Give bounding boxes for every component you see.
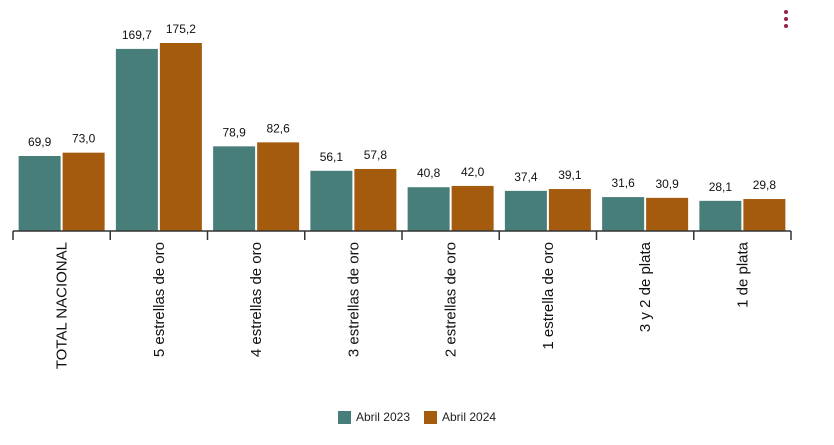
- bar[interactable]: [646, 197, 689, 231]
- bar[interactable]: [743, 199, 786, 231]
- kebab-menu-icon[interactable]: [780, 10, 792, 30]
- data-label: 42,0: [461, 165, 485, 179]
- data-label: 29,8: [753, 178, 777, 192]
- bar[interactable]: [257, 142, 300, 231]
- bar[interactable]: [310, 170, 353, 231]
- bar[interactable]: [62, 152, 105, 231]
- data-label: 37,4: [514, 170, 538, 184]
- data-label: 175,2: [166, 22, 196, 36]
- data-label: 69,9: [28, 135, 52, 149]
- data-label: 73,0: [72, 132, 96, 146]
- data-label: 39,1: [558, 168, 582, 182]
- data-label: 40,8: [417, 166, 441, 180]
- bar[interactable]: [18, 155, 61, 231]
- data-label: 169,7: [122, 28, 152, 42]
- bar[interactable]: [504, 190, 547, 231]
- data-label: 28,1: [709, 180, 733, 194]
- bar[interactable]: [354, 168, 397, 231]
- category-label: 4 estrellas de oro: [248, 242, 265, 357]
- category-label: TOTAL NACIONAL: [54, 242, 71, 369]
- category-label: 2 estrellas de oro: [443, 242, 460, 357]
- bar[interactable]: [213, 146, 256, 231]
- data-label: 56,1: [320, 150, 344, 164]
- legend-swatch: [337, 410, 351, 424]
- data-label: 82,6: [266, 121, 290, 135]
- legend-label: Abril 2023: [355, 410, 410, 424]
- bar[interactable]: [115, 48, 158, 231]
- legend-swatch: [424, 410, 437, 424]
- legend-item-abril-2024[interactable]: Abril 2024: [424, 410, 496, 424]
- category-label: 5 estrellas de oro: [151, 242, 168, 357]
- category-label: 1 estrella de oro: [540, 242, 557, 350]
- legend-item-abril-2023[interactable]: Abril 2023: [337, 410, 410, 424]
- bar[interactable]: [699, 200, 742, 231]
- category-label: 3 y 2 de plata: [637, 241, 654, 332]
- legend: Abril 2023 Abril 2024: [0, 410, 834, 424]
- bar[interactable]: [602, 197, 645, 231]
- category-label: 3 estrellas de oro: [345, 242, 362, 357]
- bar[interactable]: [548, 189, 591, 231]
- bar[interactable]: [451, 185, 494, 231]
- data-label: 57,8: [364, 148, 388, 162]
- data-label: 78,9: [222, 125, 246, 139]
- legend-label: Abril 2024: [442, 410, 497, 424]
- category-label: 1 de plata: [734, 241, 751, 308]
- bar[interactable]: [407, 187, 450, 231]
- bar[interactable]: [159, 43, 202, 231]
- data-label: 30,9: [655, 177, 679, 191]
- data-label: 31,6: [611, 176, 635, 190]
